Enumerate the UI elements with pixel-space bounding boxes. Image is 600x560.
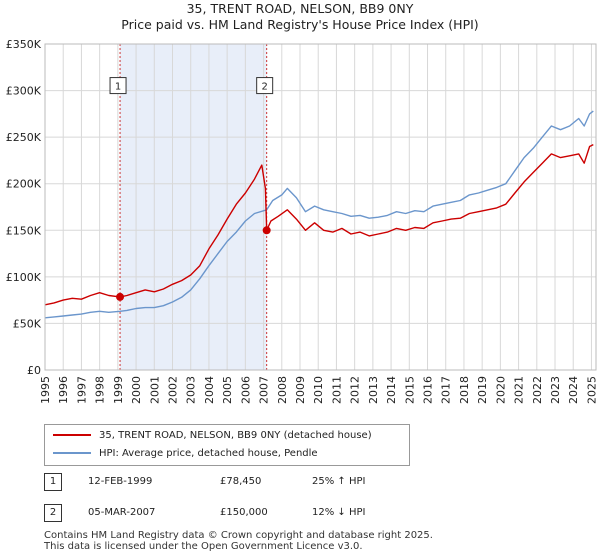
y-tick-label: £150K — [6, 224, 42, 237]
plot-frame — [44, 43, 597, 371]
chart-title: 35, TRENT ROAD, NELSON, BB9 0NY — [186, 1, 414, 16]
x-tick-label: 2015 — [403, 376, 416, 404]
ownership-shade — [120, 44, 267, 370]
transaction-row: 2 05-MAR-2007 £150,000 12% ↓ HPI — [44, 503, 484, 523]
x-tick-label: 2025 — [585, 376, 598, 404]
x-tick-label: 1999 — [112, 376, 125, 404]
y-tick-label: £0 — [27, 364, 41, 377]
sale-point — [116, 292, 125, 301]
x-tick-label: 2008 — [276, 376, 289, 404]
legend: 35, TRENT ROAD, NELSON, BB9 0NY (detache… — [44, 424, 410, 466]
legend-label-property: 35, TRENT ROAD, NELSON, BB9 0NY (detache… — [99, 430, 372, 441]
x-tick-label: 2023 — [549, 376, 562, 404]
transaction-hpi: 12% ↓ HPI — [312, 507, 366, 518]
transaction-badge: 1 — [44, 473, 62, 491]
legend-swatch-hpi — [53, 452, 91, 454]
x-tick-label: 2002 — [167, 376, 180, 404]
x-tick-label: 2000 — [130, 376, 143, 404]
x-tick-label: 2009 — [294, 376, 307, 404]
hpi-line — [44, 110, 594, 319]
x-tick-label: 2016 — [422, 376, 435, 404]
footer: Contains HM Land Registry data © Crown c… — [44, 530, 433, 552]
x-tick-label: 1998 — [94, 376, 107, 404]
x-tick-label: 2007 — [258, 376, 271, 404]
sale-marker-label: 2 — [261, 82, 267, 93]
sale-marker-label: 1 — [115, 82, 121, 93]
chart-subtitle: Price paid vs. HM Land Registry's House … — [121, 17, 479, 32]
price-chart: £0 £50K £100K £150K £200K £250K £300K £350K 1995… — [6, 38, 599, 404]
y-tick-label: £200K — [6, 178, 42, 191]
x-tick-label: 2019 — [476, 376, 489, 404]
transaction-price: £78,450 — [220, 476, 262, 487]
x-tick-label: 1997 — [75, 376, 88, 404]
y-tick-label: £50K — [13, 317, 42, 330]
x-tick-label: 2020 — [494, 376, 507, 404]
transaction-date: 05-MAR-2007 — [88, 507, 156, 518]
y-tick-label: £300K — [6, 85, 42, 98]
transaction-price: £150,000 — [220, 507, 268, 518]
x-tick-label: 2017 — [440, 376, 453, 404]
legend-label-hpi: HPI: Average price, detached house, Pend… — [99, 448, 318, 459]
x-tick-label: 2006 — [239, 376, 252, 404]
transaction-row: 1 12-FEB-1999 £78,450 25% ↑ HPI — [44, 472, 484, 492]
x-tick-label: 2010 — [312, 376, 325, 404]
legend-swatch-property — [53, 434, 91, 436]
transaction-badge: 2 — [44, 504, 62, 522]
y-tick-label: £100K — [6, 271, 42, 284]
transaction-date: 12-FEB-1999 — [88, 476, 153, 487]
footer-line-1: Contains HM Land Registry data © Crown c… — [44, 530, 433, 541]
x-tick-label: 2012 — [349, 376, 362, 404]
x-tick-label: 1996 — [57, 376, 70, 404]
x-tick-label: 2004 — [203, 376, 216, 404]
x-tick-label: 2005 — [221, 376, 234, 404]
sale-point — [262, 226, 271, 235]
x-tick-label: 2024 — [567, 376, 580, 404]
legend-item-property: 35, TRENT ROAD, NELSON, BB9 0NY (detache… — [53, 428, 372, 444]
footer-line-2: This data is licensed under the Open Gov… — [44, 541, 363, 552]
property-price-line — [44, 143, 594, 306]
x-tick-label: 2003 — [185, 376, 198, 404]
x-tick-label: 2022 — [531, 376, 544, 404]
x-tick-label: 2021 — [513, 376, 526, 404]
x-tick-label: 1995 — [39, 376, 52, 404]
x-tick-label: 2018 — [458, 376, 471, 404]
x-tick-label: 2001 — [148, 376, 161, 404]
transaction-hpi: 25% ↑ HPI — [312, 476, 366, 487]
y-tick-label: £350K — [6, 38, 42, 51]
x-tick-label: 2011 — [330, 376, 343, 404]
sale-marker-box — [109, 77, 127, 95]
x-tick-label: 2013 — [367, 376, 380, 404]
sale-marker-box — [256, 77, 274, 95]
y-tick-label: £250K — [6, 131, 42, 144]
legend-item-hpi: HPI: Average price, detached house, Pend… — [53, 446, 318, 462]
x-tick-label: 2014 — [385, 376, 398, 404]
